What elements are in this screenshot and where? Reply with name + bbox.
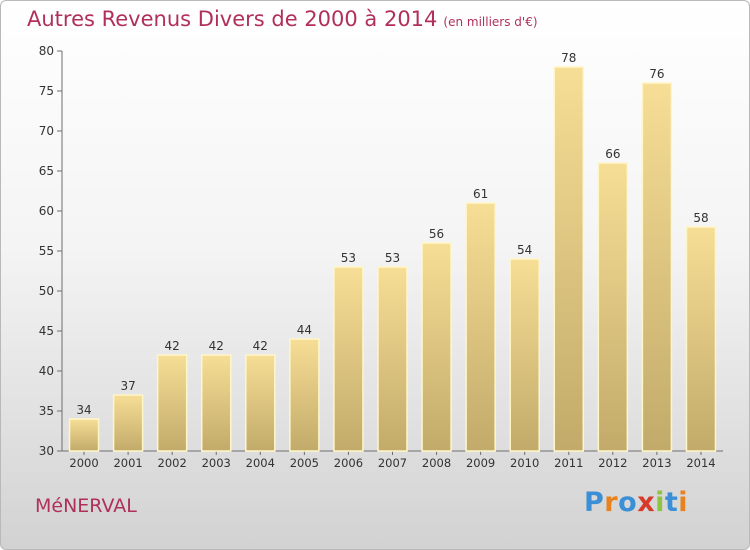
x-tick-label: 2004 [246,456,275,470]
bar [112,394,144,452]
x-tick-label: 2009 [466,456,495,470]
y-tick-label: 75 [39,84,54,98]
bar [377,266,408,452]
x-tick-label: 2006 [334,456,363,470]
chart-title-text: Autres Revenus Divers de 2000 à 2014 [27,7,438,31]
y-tick-label: 80 [39,44,54,58]
x-tick-label: 2003 [202,456,231,470]
proxiti-logo: Proxiti [584,487,688,518]
bar [509,258,540,452]
data-label: 61 [473,187,488,201]
bar [553,66,585,452]
bar [68,418,100,452]
bar [465,202,496,452]
logo-letter: i [678,487,689,518]
logo-letter: x [637,487,656,518]
y-tick-label: 35 [39,404,54,418]
bar [156,354,188,452]
y-tick-label: 55 [39,244,54,258]
logo-letter: o [618,487,638,518]
x-tick-label: 2010 [510,456,539,470]
data-label: 42 [253,339,268,353]
x-tick-label: 2008 [422,456,451,470]
data-label: 58 [693,211,708,225]
data-label: 53 [341,251,356,265]
y-tick-label: 65 [39,164,54,178]
data-label: 42 [165,339,180,353]
bar [597,162,629,452]
logo-letter: t [664,487,679,518]
town-name: MéNERVAL [35,495,137,517]
axes: 30 35 40 45 50 55 60 65 70 75 80 2000 2001 2002 2003 20… [39,44,723,470]
data-label: 53 [385,251,400,265]
x-tick-label: 2012 [598,456,627,470]
bar [245,354,276,452]
x-tick-label: 2002 [158,456,187,470]
logo-letter: P [584,487,605,518]
bar [289,338,320,452]
x-tick-label: 2013 [642,456,671,470]
bar [333,266,364,452]
x-tick-label: 2014 [686,456,715,470]
bar [421,242,452,452]
y-tick-label: 30 [39,444,54,458]
bar [641,82,673,452]
y-tick-label: 45 [39,324,54,338]
data-label: 37 [120,379,135,393]
y-tick-label: 40 [39,364,54,378]
data-label: 44 [297,323,312,337]
x-tick-label: 2011 [554,456,583,470]
y-tick-label: 50 [39,284,54,298]
data-labels: 34 37 42 42 42 44 53 53 56 61 54 78 66 76 58 [76,51,708,417]
y-tick-label: 70 [39,124,54,138]
bars [68,66,717,452]
y-tick-label: 60 [39,204,54,218]
x-tick-label: 2005 [290,456,319,470]
logo-letter: r [604,487,619,518]
x-tick-label: 2000 [69,456,98,470]
data-label: 42 [209,339,224,353]
bar [685,226,717,452]
bar [200,354,232,452]
data-label: 66 [605,147,620,161]
data-label: 78 [561,51,576,65]
data-label: 76 [649,67,664,81]
data-label: 34 [76,403,91,417]
data-label: 54 [517,243,532,257]
data-label: 56 [429,227,444,241]
x-tick-label: 2007 [378,456,407,470]
logo-letter: i [655,487,665,518]
x-tick-label: 2001 [113,456,142,470]
chart-title: Autres Revenus Divers de 2000 à 2014 (en … [27,7,538,31]
chart-subtitle: (en milliers d'€) [443,15,538,29]
